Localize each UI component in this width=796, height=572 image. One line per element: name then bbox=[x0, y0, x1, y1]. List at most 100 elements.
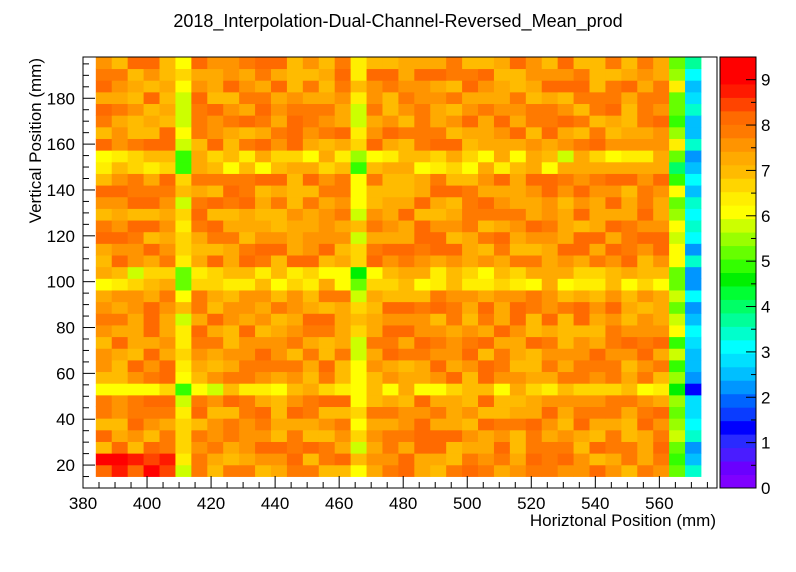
heatmap-cell bbox=[621, 383, 638, 396]
heatmap-cell bbox=[478, 441, 495, 454]
heatmap-cell bbox=[286, 429, 304, 442]
heatmap-cell bbox=[462, 255, 479, 268]
heatmap-cell bbox=[493, 301, 511, 314]
heatmap-cell bbox=[509, 301, 527, 314]
heatmap-cell bbox=[334, 266, 352, 279]
heatmap-cell bbox=[270, 243, 288, 256]
heatmap-cell bbox=[366, 231, 383, 244]
heatmap-cell bbox=[430, 348, 447, 361]
palette-swatch bbox=[720, 259, 756, 273]
heatmap-cell bbox=[685, 359, 702, 373]
heatmap-cell bbox=[462, 173, 479, 186]
heatmap-cell bbox=[462, 266, 479, 279]
heatmap-cell bbox=[685, 301, 702, 314]
heatmap-cell bbox=[430, 185, 447, 198]
heatmap-cell bbox=[191, 255, 208, 268]
heatmap-cell bbox=[302, 266, 320, 279]
heatmap-cell bbox=[669, 266, 686, 279]
heatmap-cell bbox=[350, 429, 367, 442]
heatmap-cell bbox=[478, 453, 495, 466]
heatmap-cell bbox=[286, 196, 304, 209]
heatmap-cell bbox=[239, 290, 256, 303]
heatmap-cell bbox=[318, 441, 336, 454]
heatmap-cell bbox=[653, 301, 670, 314]
heatmap-cell bbox=[589, 325, 606, 338]
heatmap-cell bbox=[414, 441, 431, 454]
heatmap-cell bbox=[286, 161, 304, 174]
heatmap-cell bbox=[191, 313, 208, 326]
heatmap-cell bbox=[127, 464, 144, 477]
palette-swatch bbox=[720, 474, 756, 489]
heatmap-cell bbox=[175, 406, 192, 419]
heatmap-cell bbox=[159, 185, 176, 198]
heatmap-cell bbox=[621, 91, 638, 105]
heatmap-cell bbox=[557, 196, 574, 209]
heatmap-cell bbox=[159, 313, 176, 326]
heatmap-cell bbox=[637, 394, 654, 408]
heatmap-cell bbox=[111, 196, 129, 209]
heatmap-cell bbox=[398, 57, 415, 70]
heatmap-cell bbox=[653, 173, 670, 186]
heatmap-cell bbox=[191, 325, 208, 338]
heatmap-cell bbox=[286, 231, 304, 244]
heatmap-cell bbox=[143, 103, 160, 116]
heatmap-cell bbox=[637, 220, 654, 233]
heatmap-cell bbox=[653, 80, 670, 93]
heatmap-cell bbox=[270, 394, 288, 408]
palette-swatch bbox=[720, 151, 756, 166]
heatmap-cell bbox=[286, 313, 304, 326]
heatmap-cell bbox=[159, 266, 176, 279]
heatmap-cell bbox=[573, 348, 590, 361]
heatmap-cell bbox=[223, 290, 240, 303]
heatmap-cell bbox=[111, 418, 129, 431]
heatmap-cell bbox=[127, 453, 144, 466]
heatmap-cell bbox=[430, 80, 447, 93]
heatmap-cell bbox=[286, 220, 304, 233]
heatmap-cell bbox=[270, 138, 288, 151]
heatmap-cell bbox=[382, 453, 399, 466]
heatmap-cell bbox=[573, 313, 590, 326]
heatmap-cell bbox=[509, 243, 527, 256]
heatmap-cell bbox=[191, 138, 208, 151]
heatmap-cell bbox=[382, 80, 399, 93]
heatmap-cell bbox=[446, 255, 463, 268]
heatmap-cell bbox=[685, 220, 702, 233]
heatmap-cell bbox=[653, 429, 670, 442]
heatmap-cell bbox=[605, 348, 622, 361]
heatmap-cell bbox=[621, 348, 638, 361]
heatmap-cell bbox=[255, 255, 272, 268]
heatmap-cell bbox=[414, 173, 431, 186]
heatmap-cell bbox=[446, 325, 463, 338]
heatmap-cell bbox=[175, 278, 192, 291]
heatmap-cell bbox=[493, 394, 511, 408]
heatmap-cell bbox=[255, 173, 272, 186]
heatmap-cell bbox=[589, 126, 606, 139]
heatmap-cell bbox=[95, 453, 113, 466]
heatmap-cell bbox=[95, 464, 113, 477]
heatmap-cell bbox=[557, 126, 574, 139]
heatmap-cell bbox=[637, 383, 654, 396]
heatmap-cell bbox=[462, 220, 479, 233]
heatmap-cell bbox=[669, 68, 686, 81]
heatmap-cell bbox=[207, 161, 224, 174]
heatmap-cell bbox=[557, 429, 574, 442]
heatmap-cell bbox=[286, 57, 304, 70]
heatmap-cell bbox=[557, 138, 574, 151]
heatmap-cell bbox=[398, 278, 415, 291]
heatmap-cell bbox=[111, 161, 129, 174]
heatmap-cell bbox=[382, 126, 399, 139]
heatmap-cell bbox=[143, 301, 160, 314]
heatmap-cell bbox=[286, 126, 304, 139]
heatmap-cell bbox=[414, 394, 431, 408]
heatmap-cell bbox=[541, 325, 559, 338]
heatmap-cell bbox=[223, 57, 240, 70]
heatmap-cell bbox=[95, 161, 113, 174]
heatmap-cell bbox=[191, 290, 208, 303]
heatmap-cell bbox=[653, 68, 670, 81]
heatmap-cell bbox=[509, 278, 527, 291]
heatmap-cell bbox=[605, 383, 622, 396]
heatmap-cell bbox=[334, 103, 352, 116]
heatmap-cell bbox=[685, 266, 702, 279]
heatmap-cell bbox=[143, 278, 160, 291]
heatmap-cell bbox=[637, 406, 654, 419]
